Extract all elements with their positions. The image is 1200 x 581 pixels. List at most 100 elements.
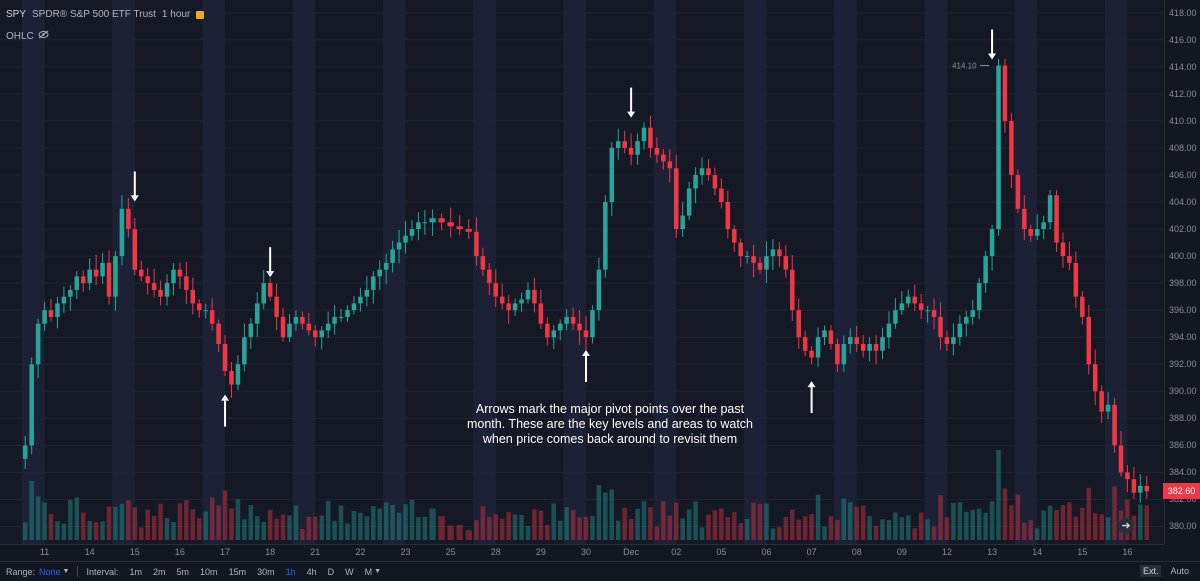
symbol-label[interactable]: SPY bbox=[6, 9, 27, 20]
session-band bbox=[924, 0, 947, 544]
volume-bar bbox=[487, 516, 492, 540]
interval-label[interactable]: 1 hour bbox=[161, 9, 191, 20]
volume-bar bbox=[545, 525, 550, 540]
volume-bar bbox=[422, 516, 428, 540]
eye-off-icon[interactable] bbox=[38, 30, 49, 42]
session-band bbox=[473, 0, 496, 544]
chart-legend: SPY SPDR® S&P 500 ETF Trust 1 hour bbox=[6, 9, 205, 20]
volume-bar bbox=[603, 492, 608, 540]
candle-body bbox=[480, 256, 486, 270]
arrow-right-icon: ➜ bbox=[1121, 520, 1131, 532]
candle-body bbox=[465, 229, 472, 232]
candle-body bbox=[377, 269, 382, 277]
volume-bar bbox=[744, 519, 750, 540]
volume-bar bbox=[667, 515, 673, 540]
price-axis[interactable]: 418.00 416.00 414.00 412.00 410.00 408.00 406.… bbox=[1164, 0, 1200, 544]
last-price-label: 382.60 bbox=[1163, 483, 1200, 500]
candle-body bbox=[744, 256, 750, 258]
price-tick: 398.00 bbox=[1169, 278, 1197, 289]
candle-body bbox=[628, 147, 634, 155]
caret-down-icon[interactable]: ▼ bbox=[374, 568, 382, 575]
ohlc-toggle[interactable]: OHLC bbox=[6, 30, 49, 42]
volume-bar bbox=[783, 517, 789, 540]
session-band bbox=[382, 0, 406, 544]
extended-hours-toggle[interactable]: Ext. bbox=[1139, 565, 1162, 577]
candle-body bbox=[68, 289, 73, 297]
candle-body bbox=[1060, 242, 1066, 257]
chart-area[interactable]: 414.10 SPY SPDR® S&P 500 ETF Trust 1 hou… bbox=[0, 0, 1164, 544]
candle-body bbox=[654, 147, 660, 155]
candle-body bbox=[983, 256, 988, 284]
candle-body bbox=[422, 222, 428, 224]
volume-bar bbox=[216, 505, 221, 540]
time-axis[interactable]: 11 14 15 16 17 18 21 22 23 25 28 29 30 Dec 02 05 06 07 08 0… bbox=[0, 544, 1164, 561]
interval-button-10m[interactable]: 10m bbox=[200, 566, 218, 577]
volume-bar bbox=[177, 503, 183, 540]
volume-bar bbox=[61, 523, 67, 540]
interval-button-1m[interactable]: 1m bbox=[129, 566, 143, 577]
candle-body bbox=[996, 65, 1001, 230]
interval-button-W[interactable]: W bbox=[345, 566, 354, 577]
volume-bar bbox=[1060, 505, 1066, 540]
price-tick: 392.00 bbox=[1169, 359, 1197, 370]
divider bbox=[77, 566, 79, 577]
volume-bar bbox=[835, 519, 840, 540]
interval-button-30m[interactable]: 30m bbox=[257, 566, 275, 577]
volume-bar bbox=[438, 516, 445, 540]
volume-bar bbox=[29, 480, 34, 540]
candle-body bbox=[880, 337, 885, 351]
candle-body bbox=[719, 188, 724, 203]
volume-bar bbox=[456, 524, 463, 540]
candle-body bbox=[976, 283, 982, 311]
time-tick: 30 bbox=[580, 547, 592, 557]
interval-button-4h[interactable]: 4h bbox=[306, 566, 317, 577]
range-select[interactable]: None bbox=[39, 566, 61, 577]
volume-bar bbox=[731, 512, 737, 540]
interval-button-1h[interactable]: 1h bbox=[285, 566, 296, 577]
flag-icon[interactable] bbox=[196, 10, 205, 19]
candle-body bbox=[751, 256, 756, 263]
candle-body bbox=[1144, 485, 1150, 492]
candle-body bbox=[577, 323, 582, 331]
volume-bar bbox=[138, 527, 144, 540]
volume-bar bbox=[1080, 507, 1085, 540]
interval-list: 1m 2m 5m 10m 15m 30m 1h 4h D W M bbox=[119, 567, 373, 577]
auto-scale-toggle[interactable]: Auto bbox=[1170, 566, 1189, 576]
candlestick-chart[interactable]: 414.10 bbox=[0, 0, 1164, 544]
candle-body bbox=[615, 141, 621, 148]
price-tick: 404.00 bbox=[1169, 197, 1197, 208]
volume-bar bbox=[300, 528, 305, 540]
candle-body bbox=[512, 303, 518, 311]
pivot-arrow-head bbox=[807, 381, 816, 388]
interval-button-D[interactable]: D bbox=[327, 566, 335, 577]
interval-button-2m[interactable]: 2m bbox=[153, 566, 166, 577]
volume-bar bbox=[628, 518, 634, 540]
candle-body bbox=[603, 202, 608, 270]
volume-bar bbox=[532, 509, 537, 540]
volume-bar bbox=[151, 515, 157, 540]
interval-button-5m[interactable]: 5m bbox=[176, 566, 190, 577]
caret-down-icon[interactable]: ▼ bbox=[62, 568, 70, 575]
volume-bar bbox=[1138, 504, 1143, 540]
volume-bar bbox=[944, 517, 950, 540]
candle-body bbox=[873, 343, 879, 351]
session-band bbox=[292, 0, 316, 544]
candle-body bbox=[184, 276, 189, 290]
session-band bbox=[202, 0, 226, 544]
time-tick: 12 bbox=[941, 547, 952, 557]
candle-body bbox=[358, 296, 363, 304]
volume-bar bbox=[648, 507, 653, 540]
volume-bar bbox=[332, 520, 337, 540]
candle-body bbox=[525, 289, 531, 300]
candle-body bbox=[938, 316, 943, 338]
candle-body bbox=[487, 269, 492, 284]
interval-button-15m[interactable]: 15m bbox=[228, 566, 247, 577]
interval-button-M[interactable]: M bbox=[364, 566, 373, 577]
candle-body bbox=[893, 310, 898, 324]
volume-bar bbox=[1034, 528, 1040, 540]
volume-bar bbox=[957, 502, 963, 540]
annotation-line: Arrows mark the major pivot points over … bbox=[475, 402, 745, 416]
candle-body bbox=[209, 310, 215, 324]
scroll-to-realtime-button[interactable]: ➜ bbox=[1118, 518, 1134, 534]
volume-bar bbox=[409, 499, 415, 540]
